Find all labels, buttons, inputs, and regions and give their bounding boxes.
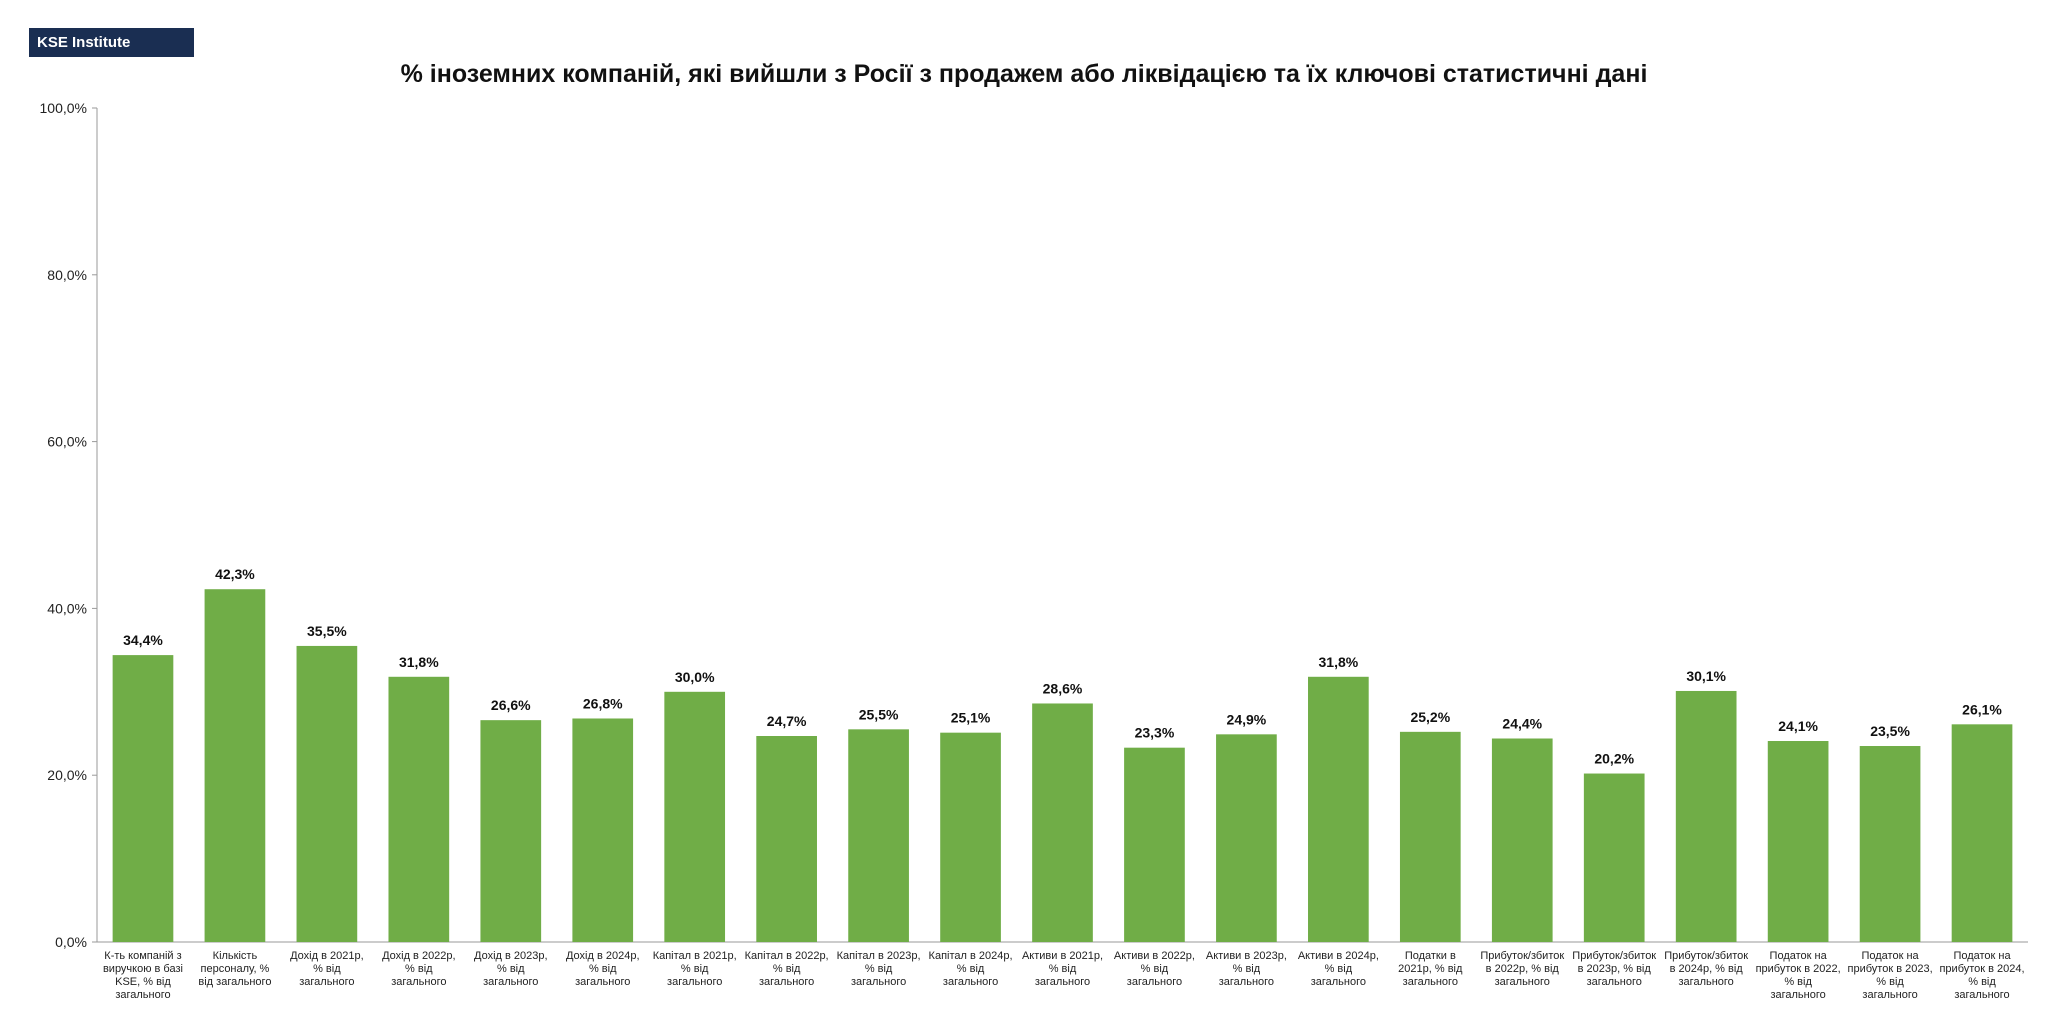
bar-value-label: 24,1%: [1778, 718, 1818, 734]
bar: [1308, 676, 1369, 942]
bar: [848, 729, 909, 942]
x-tick-label: Капітал в 2022р,% від загального: [745, 950, 829, 988]
bar-value-label: 26,8%: [583, 695, 623, 711]
x-tick-label: Прибуток/збиток в 2024р, % від загального: [1664, 950, 1748, 988]
x-tick-label: Податок на прибуток в 2023,% від загальног…: [1848, 950, 1933, 1001]
chart-title: % іноземних компаній, які вийшли з Росії…: [400, 60, 1648, 88]
x-tick-label: Прибуток/збиток в 2023р, % від загального: [1572, 950, 1656, 988]
bar: [1491, 738, 1553, 942]
x-tick-label: Активи в 2022р,% від загального: [1114, 950, 1195, 988]
bar-value-label: 28,6%: [1043, 680, 1083, 696]
bar-value-label: 23,3%: [1135, 725, 1175, 741]
x-tick-label: Дохід в 2022р,% від загального: [382, 950, 456, 988]
x-tick-label: Податок на прибуток в 2022,% від загальног…: [1756, 950, 1841, 1001]
bar-value-label: 30,0%: [675, 669, 715, 685]
y-tick-label: 80,0%: [47, 267, 87, 283]
x-tick-label: Податки в 2021р, % від загального: [1398, 950, 1463, 988]
bar: [756, 736, 817, 942]
x-tick-label: Активи в 2024р,% від загального: [1298, 950, 1379, 988]
y-tick-label: 40,0%: [47, 600, 87, 616]
bar-value-label: 25,1%: [951, 710, 991, 726]
y-tick-label: 60,0%: [47, 434, 87, 450]
x-tick-label: Активи в 2021р,% від загального: [1022, 950, 1103, 988]
bar: [1124, 747, 1185, 942]
bar: [1951, 724, 2013, 942]
x-tick-label: Дохід в 2024р,% від загального: [566, 950, 640, 988]
bar-value-label: 26,1%: [1962, 701, 2002, 717]
bar-value-label: 24,4%: [1502, 716, 1542, 732]
bar-value-label: 35,5%: [307, 623, 347, 639]
x-tick-label: Капітал в 2024р,% від загального: [929, 950, 1013, 988]
bar-value-label: 34,4%: [123, 632, 163, 648]
bar-value-label: 20,2%: [1594, 751, 1634, 767]
x-tick-label: Кількість персоналу, % від загального: [198, 950, 271, 988]
bar: [112, 655, 174, 942]
bar: [1216, 734, 1277, 942]
bar-value-label: 30,1%: [1686, 668, 1726, 684]
bar: [480, 720, 542, 942]
x-tick-label: Податок на прибуток в 2024,% від загальног…: [1939, 950, 2024, 1001]
x-tick-label: Капітал в 2023р,% від загального: [837, 950, 921, 988]
x-tick-label: Дохід в 2023р,% від загального: [474, 950, 548, 988]
y-tick-label: 0,0%: [55, 934, 87, 950]
bar: [664, 691, 726, 942]
x-tick-label: Капітал в 2021р,% від загального: [653, 950, 737, 988]
y-tick-label: 20,0%: [47, 767, 87, 783]
x-tick-label: Дохід в 2021р,% від загального: [290, 950, 364, 988]
bar-value-label: 25,5%: [859, 706, 899, 722]
bar: [296, 645, 358, 942]
x-tick-label: Активи в 2023р,% від загального: [1206, 950, 1287, 988]
y-tick-label: 100,0%: [40, 100, 87, 116]
bar-value-label: 31,8%: [399, 654, 439, 670]
bar: [1032, 703, 1093, 942]
x-tick-label: Прибуток/збиток в 2022р, % від загального: [1480, 950, 1564, 988]
bar: [1583, 773, 1645, 942]
bar: [940, 732, 1001, 942]
bar: [1399, 731, 1461, 942]
bar-value-label: 42,3%: [215, 566, 255, 582]
bar-value-label: 24,7%: [767, 713, 807, 729]
bar-value-label: 23,5%: [1870, 723, 1910, 739]
x-tick-label: К-ть компаній з виручкою в базі KSE, % від…: [103, 950, 183, 1001]
bar: [1675, 690, 1737, 942]
bar: [1767, 741, 1829, 942]
bar-value-label: 25,2%: [1410, 709, 1450, 725]
kse-institute-logo: KSE Institute: [29, 28, 194, 57]
bar: [1859, 746, 1921, 942]
bar: [204, 589, 266, 942]
bar-value-label: 26,6%: [491, 697, 531, 713]
bar: [572, 718, 634, 942]
bar: [388, 676, 450, 942]
bar-value-label: 24,9%: [1227, 711, 1267, 727]
bar-value-label: 31,8%: [1319, 654, 1359, 670]
